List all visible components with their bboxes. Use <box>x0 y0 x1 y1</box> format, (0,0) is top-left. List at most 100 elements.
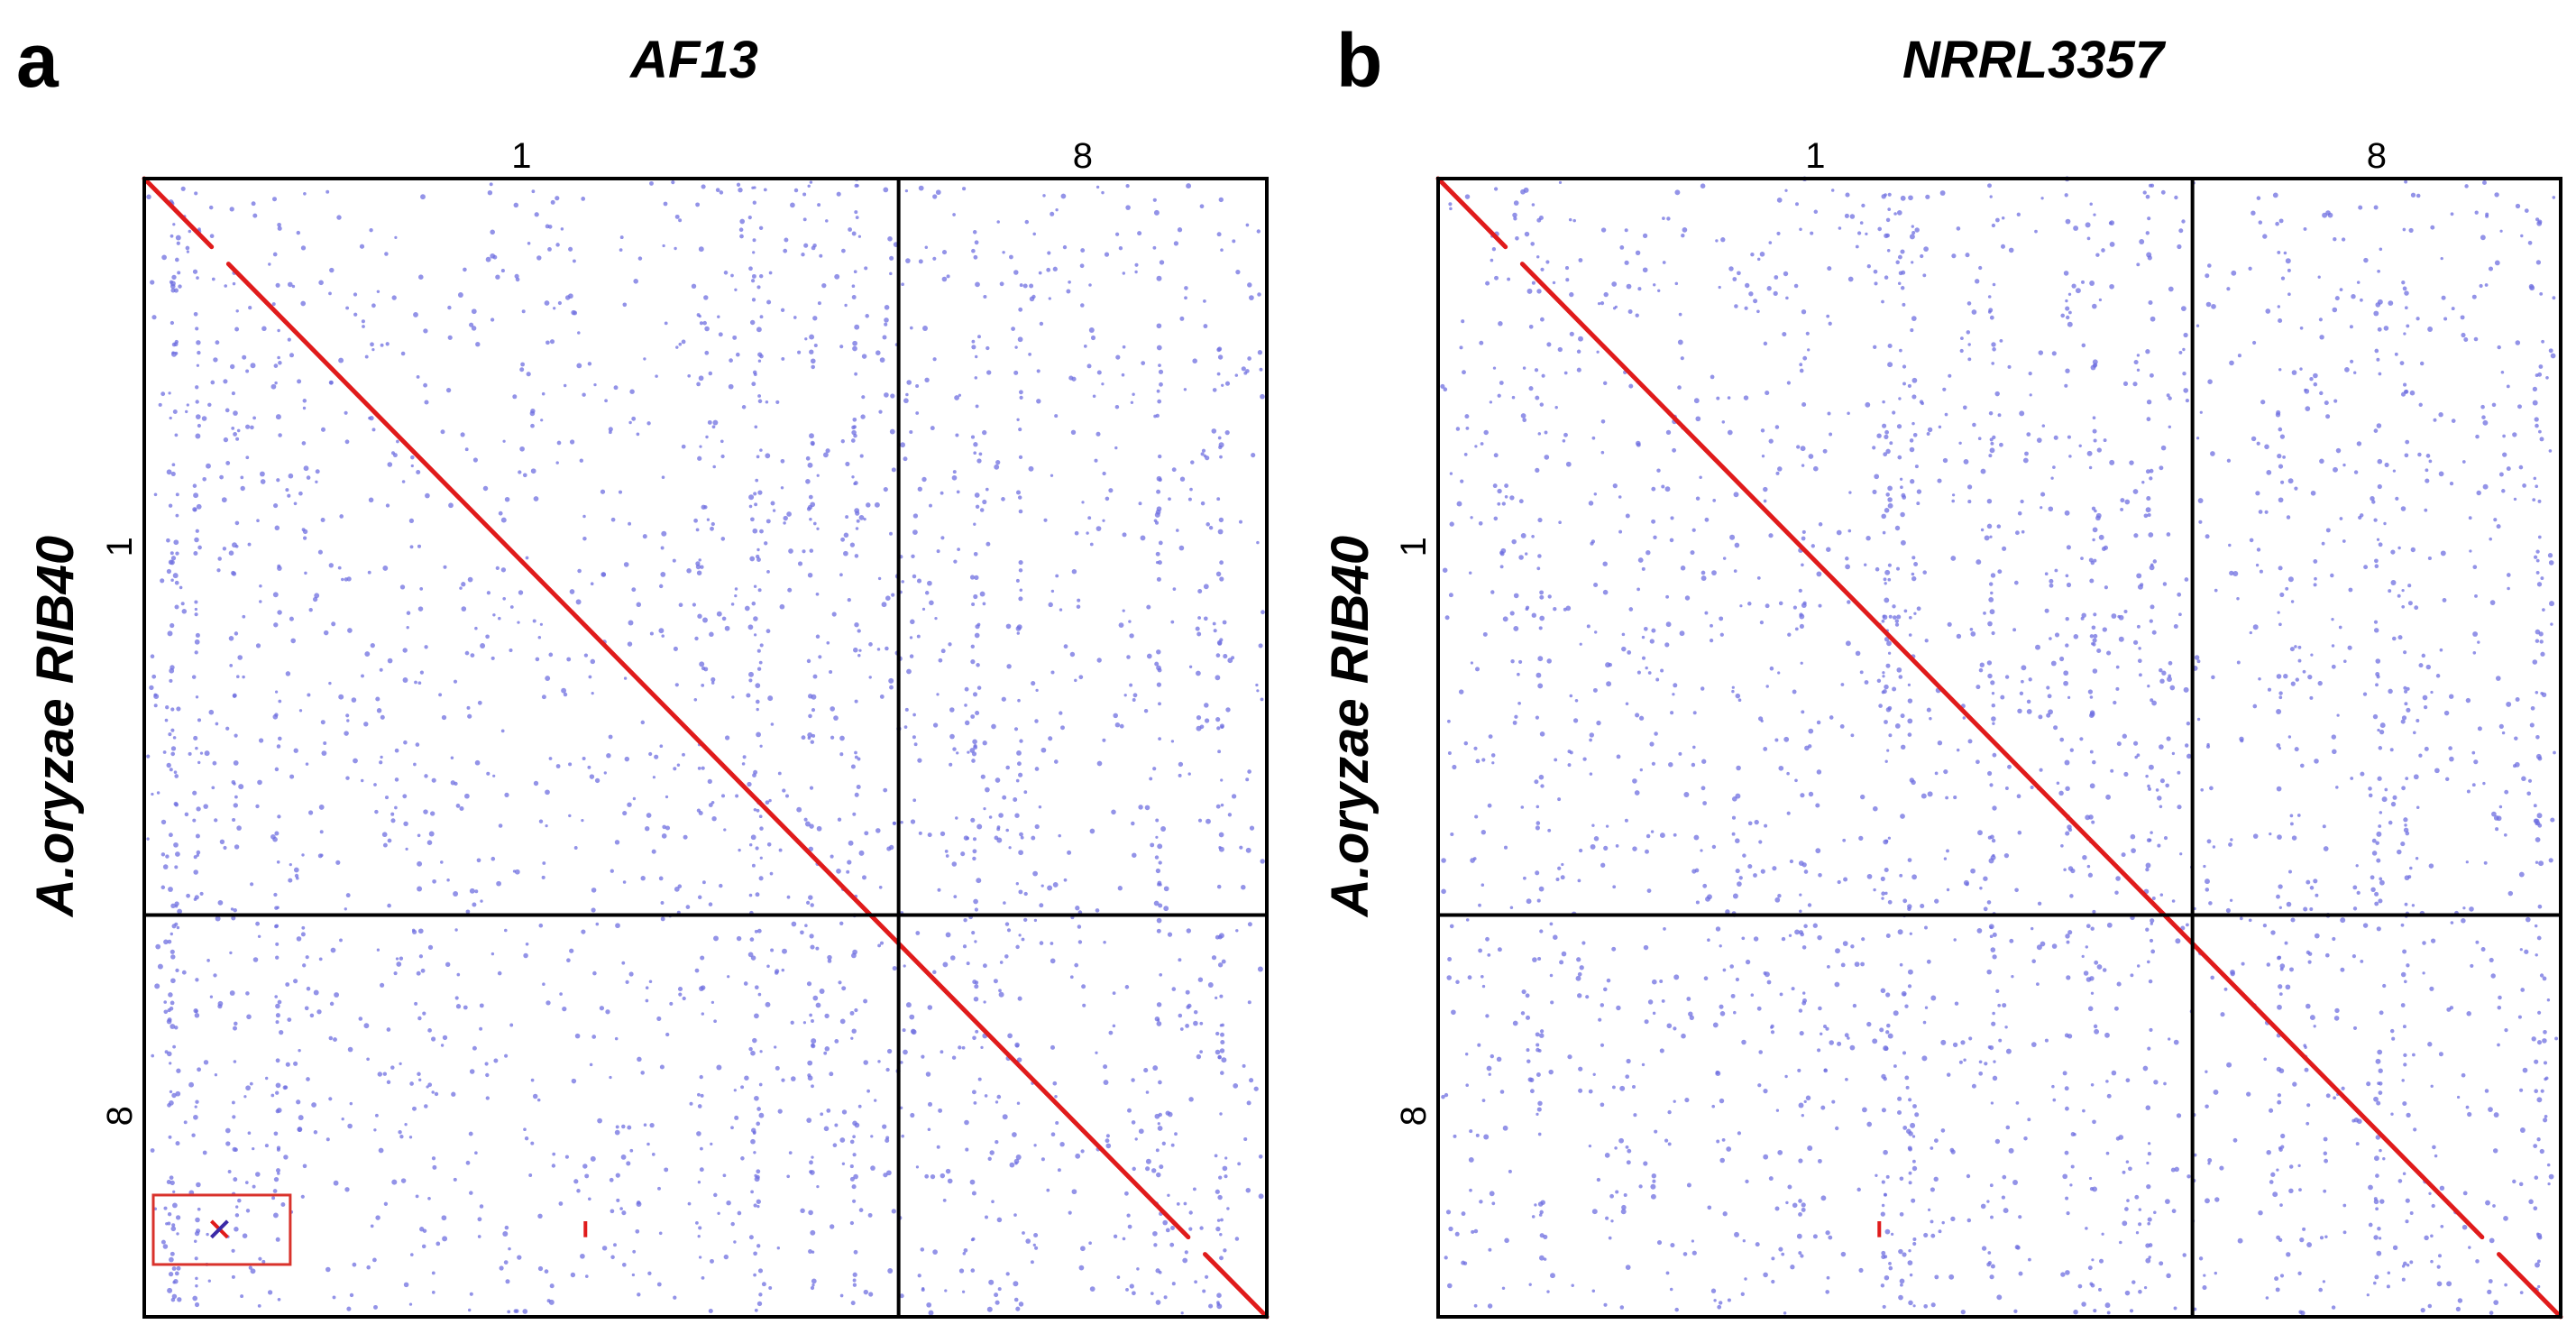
background-dot <box>2214 1271 2217 1275</box>
background-dot <box>399 956 404 961</box>
background-dot <box>183 1120 188 1125</box>
background-dot <box>829 1072 834 1077</box>
background-dot <box>1930 1233 1936 1238</box>
background-dot <box>756 1121 761 1127</box>
background-dot <box>227 1170 232 1173</box>
background-dot <box>614 1129 620 1136</box>
background-dot <box>788 548 793 554</box>
background-dot <box>643 357 646 361</box>
background-dot <box>1493 516 1499 521</box>
background-dot <box>1016 418 1020 421</box>
background-dot <box>172 409 178 414</box>
background-dot <box>1826 964 1830 969</box>
background-dot <box>485 1072 490 1078</box>
background-dot <box>882 335 887 340</box>
background-dot <box>1770 1024 1774 1029</box>
background-dot <box>219 839 225 844</box>
background-dot <box>1713 1299 1717 1302</box>
background-dot <box>1691 1250 1697 1256</box>
background-dot <box>2539 437 2544 442</box>
background-dot <box>346 719 350 722</box>
background-dot <box>2424 1235 2429 1241</box>
background-dot <box>1795 202 1799 207</box>
background-dot <box>822 452 829 458</box>
background-dot <box>1513 216 1517 221</box>
background-dot <box>659 744 664 749</box>
background-dot <box>274 906 279 910</box>
background-dot <box>1446 975 1452 980</box>
background-dot <box>2066 545 2071 550</box>
background-dot <box>953 895 958 898</box>
background-dot <box>1059 1142 1065 1147</box>
background-dot <box>1956 748 1960 752</box>
background-dot <box>1224 429 1230 436</box>
background-dot <box>1910 479 1915 484</box>
background-dot <box>787 587 793 593</box>
background-dot <box>2229 898 2233 902</box>
background-dot <box>1485 936 1490 942</box>
background-dot <box>809 1013 812 1017</box>
background-dot <box>815 592 820 596</box>
background-dot <box>852 812 857 816</box>
background-dot <box>791 921 797 927</box>
background-dot <box>1015 944 1020 950</box>
background-dot <box>2193 1153 2197 1157</box>
background-dot <box>532 619 536 623</box>
background-dot <box>1896 424 1902 429</box>
background-dot <box>2132 639 2139 645</box>
background-dot <box>1460 479 1464 483</box>
background-dot <box>195 978 199 982</box>
background-dot <box>1883 577 1887 582</box>
background-dot <box>568 246 573 252</box>
background-dot <box>165 854 170 859</box>
background-dot <box>222 547 227 551</box>
background-dot <box>1143 1068 1149 1073</box>
background-dot <box>1493 453 1499 458</box>
background-dot <box>2404 702 2408 706</box>
background-dot <box>902 1028 906 1033</box>
background-dot <box>2081 612 2086 618</box>
background-dot <box>196 363 200 367</box>
background-dot <box>915 1165 920 1169</box>
background-dot <box>1930 1302 1936 1308</box>
background-dot <box>829 669 833 675</box>
background-dot <box>2379 722 2386 729</box>
background-dot <box>2278 368 2282 372</box>
background-dot <box>1451 1009 1456 1016</box>
background-dot <box>1052 266 1058 271</box>
background-dot <box>1880 876 1885 881</box>
background-dot <box>1893 1010 1899 1016</box>
background-dot <box>423 328 428 334</box>
background-dot <box>2280 480 2285 484</box>
background-dot <box>1541 373 1545 378</box>
background-dot <box>1885 992 1891 998</box>
background-dot <box>2151 700 2157 706</box>
background-dot <box>748 494 755 501</box>
background-dot <box>1504 483 1509 489</box>
background-dot <box>1444 1256 1448 1260</box>
background-dot <box>1798 1102 1804 1108</box>
background-dot <box>1163 1295 1168 1300</box>
background-dot <box>1978 667 1984 673</box>
background-dot <box>2294 486 2298 491</box>
background-dot <box>1441 1094 1445 1099</box>
background-dot <box>696 382 701 387</box>
background-dot <box>1222 1165 1228 1172</box>
background-dot <box>274 713 279 717</box>
background-dot <box>1845 1077 1848 1081</box>
background-dot <box>768 271 773 275</box>
background-dot <box>1159 1164 1164 1170</box>
background-dot <box>1887 362 1893 368</box>
background-dot <box>305 955 309 960</box>
background-dot <box>738 848 741 852</box>
background-dot <box>1219 455 1223 459</box>
background-dot <box>1952 1042 1958 1048</box>
background-dot <box>1934 1138 1939 1143</box>
background-dot <box>574 1033 581 1039</box>
background-dot <box>1845 640 1851 647</box>
background-dot <box>1050 958 1056 964</box>
background-dot <box>702 320 707 326</box>
background-dot <box>363 1023 370 1029</box>
background-dot <box>742 755 747 759</box>
background-dot <box>1994 1138 2001 1145</box>
